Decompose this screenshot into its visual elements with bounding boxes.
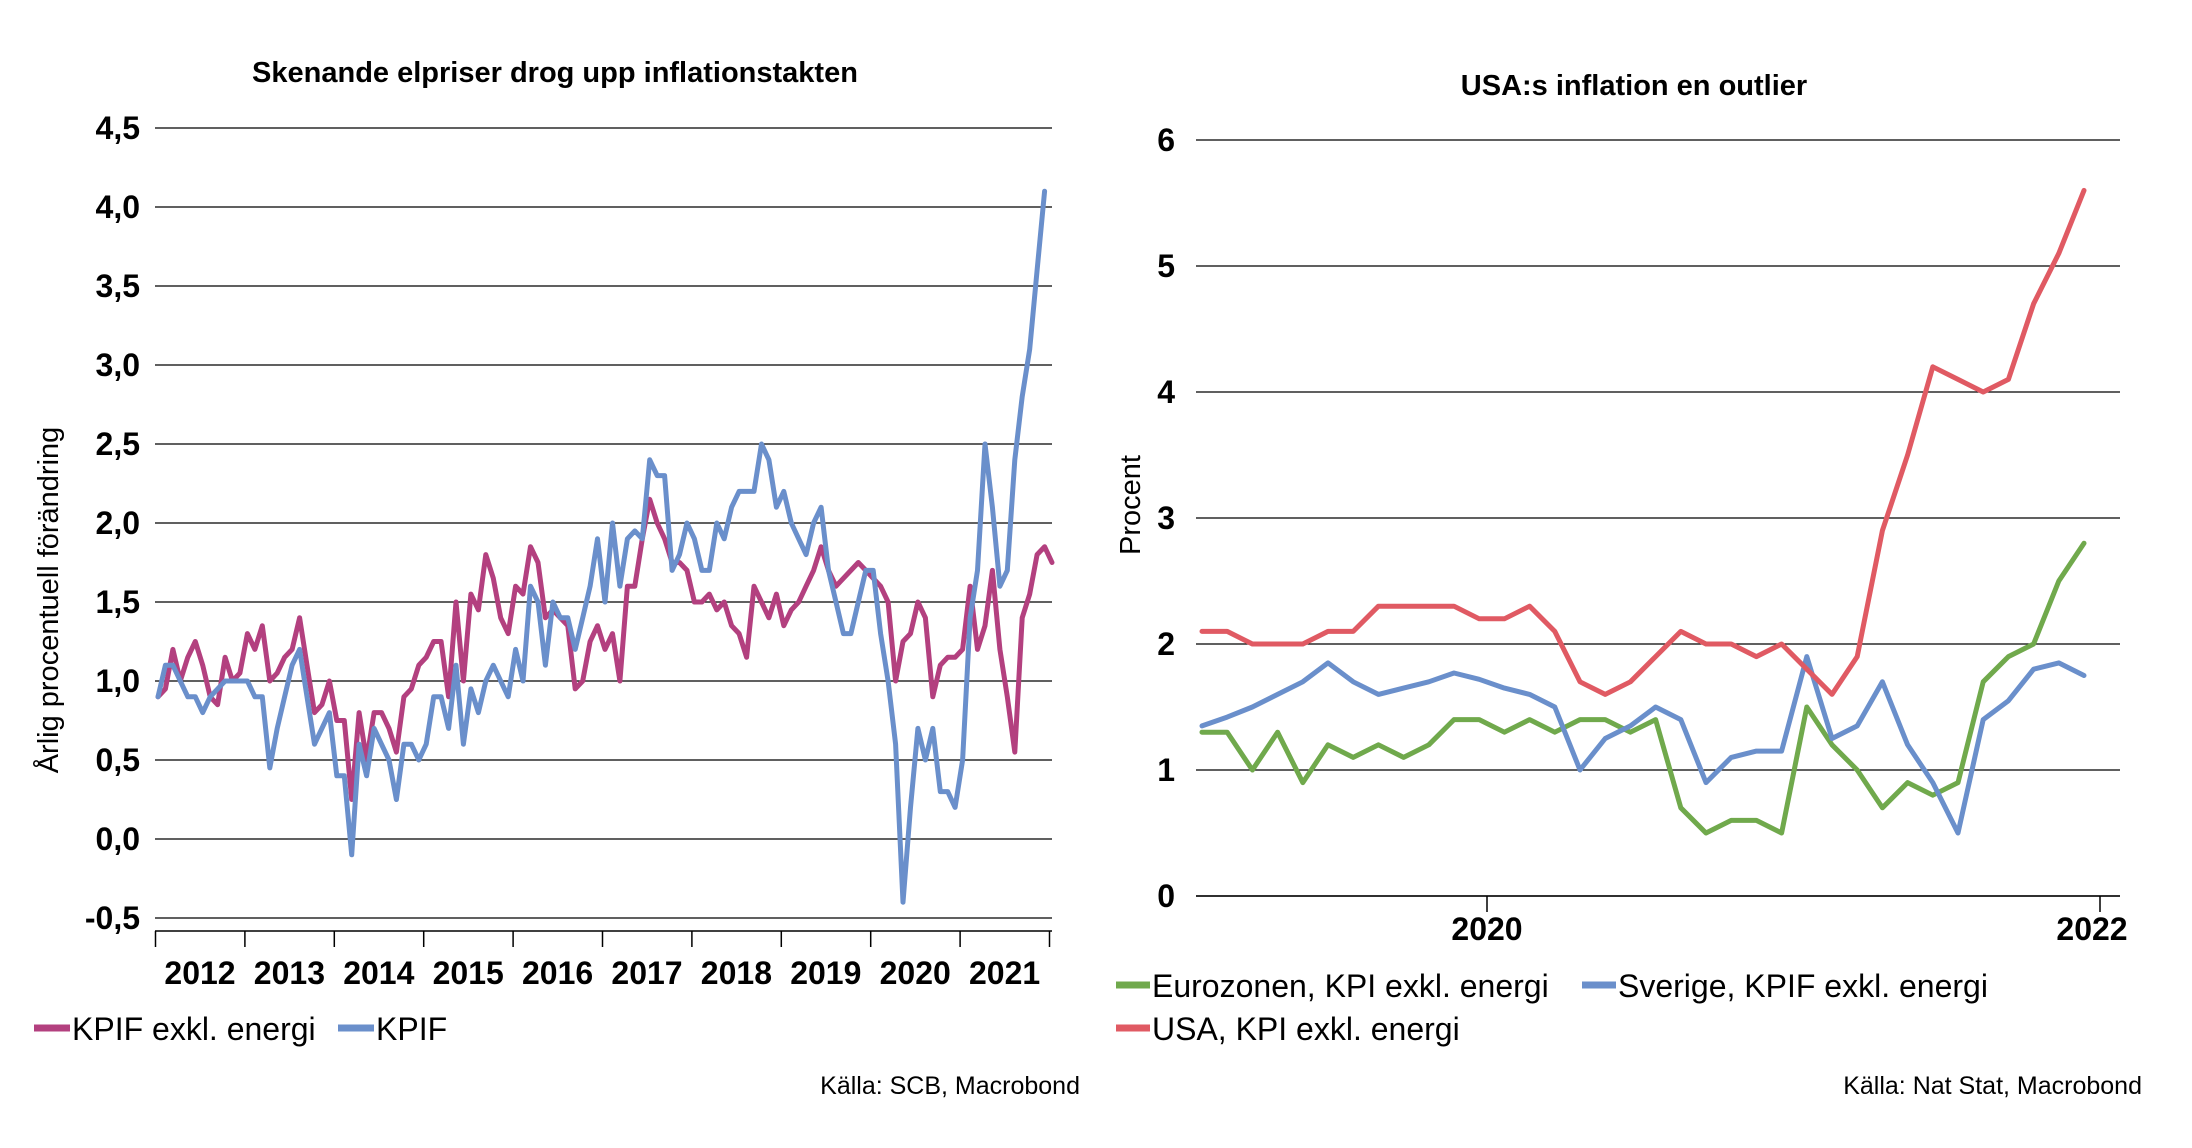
legend-label-usa: USA, KPI exkl. energi (1152, 1011, 1460, 1047)
series-line-kpif (155, 188, 1048, 905)
left-chart: Skenande elpriser drog upp inflationstak… (32, 57, 1080, 1100)
y-tick-label: 3,5 (96, 268, 140, 304)
right-chart: USA:s inflation en outlier Procent 6 5 4 3 2… (1115, 70, 2142, 1100)
x-tick-label: 2013 (254, 955, 325, 991)
series-line-kpif-exkl-energi (155, 496, 1055, 802)
legend-label-kpif: KPIF (376, 1011, 447, 1047)
x-tick-label: 2018 (701, 955, 772, 991)
y-tick-label: 0,0 (96, 821, 140, 857)
y-tick-label: 2 (1157, 626, 1175, 662)
x-tick-label: 2020 (1451, 911, 1522, 947)
legend-label-eurozonen: Eurozonen, KPI exkl. energi (1152, 968, 1549, 1004)
legend-label-sverige: Sverige, KPIF exkl. energi (1618, 968, 1988, 1004)
y-tick-label: 5 (1157, 248, 1175, 284)
y-tick-label: 3 (1157, 500, 1175, 536)
y-tick-label: 1,0 (96, 663, 140, 699)
right-chart-ylabel: Procent (1115, 455, 1147, 555)
y-tick-label: 6 (1157, 122, 1175, 158)
right-chart-source: Källa: Nat Stat, Macrobond (1843, 1072, 2142, 1100)
right-chart-title: USA:s inflation en outlier (1461, 70, 1807, 102)
x-tick-label: 2017 (611, 955, 682, 991)
y-tick-label: 4 (1157, 374, 1175, 410)
y-tick-label: 4,5 (96, 110, 140, 146)
y-tick-label: 2,0 (96, 505, 140, 541)
left-x-axis: 2012 2013 2014 2015 2016 2017 2018 2019 2020 2021 (154, 930, 1052, 991)
x-tick-label: 2015 (433, 955, 504, 991)
left-series-lines (155, 188, 1055, 905)
right-y-tick-labels: 6 5 4 3 2 1 0 (1157, 122, 1175, 914)
x-tick-label: 2014 (343, 955, 414, 991)
y-tick-label: 4,0 (96, 189, 140, 225)
x-tick-label: 2012 (164, 955, 235, 991)
left-y-tick-labels: 4,5 4,0 3,5 3,0 2,5 2,0 1,5 1,0 0,5 0,0 -0,5 (85, 110, 140, 936)
left-legend: KPIF exkl. energi KPIF (34, 1011, 447, 1047)
x-tick-label: 2021 (969, 955, 1040, 991)
y-tick-label: 0,5 (96, 742, 140, 778)
series-line-eurozonen-kpi-exkl-energi (1199, 540, 2087, 836)
x-tick-label: 2020 (880, 955, 951, 991)
y-tick-label: 3,0 (96, 347, 140, 383)
x-tick-label: 2016 (522, 955, 593, 991)
y-tick-label: 1 (1157, 752, 1175, 788)
x-tick-label: 2022 (2056, 911, 2127, 947)
left-chart-title: Skenande elpriser drog upp inflationstak… (252, 57, 858, 89)
series-line-sverige-kpif-exkl-energi (1199, 654, 2087, 836)
series-line-usa-kpi-exkl-energi (1199, 187, 2087, 697)
y-tick-label: 1,5 (96, 584, 140, 620)
legend-label-kpif-exkl-energi: KPIF exkl. energi (72, 1011, 316, 1047)
left-chart-source: Källa: SCB, Macrobond (820, 1072, 1080, 1100)
right-legend: Eurozonen, KPI exkl. energi Sverige, KPI… (1116, 968, 1988, 1047)
right-series-lines (1199, 187, 2087, 836)
y-tick-label: 0 (1157, 878, 1175, 914)
left-chart-ylabel: Årlig procentuell förändring (32, 427, 65, 774)
right-x-axis: 2020 2022 (1196, 895, 2128, 947)
y-tick-label: 2,5 (96, 426, 140, 462)
x-tick-label: 2019 (790, 955, 861, 991)
left-gridlines (155, 127, 1052, 919)
y-tick-label: -0,5 (85, 900, 140, 936)
right-gridlines (1196, 139, 2120, 897)
